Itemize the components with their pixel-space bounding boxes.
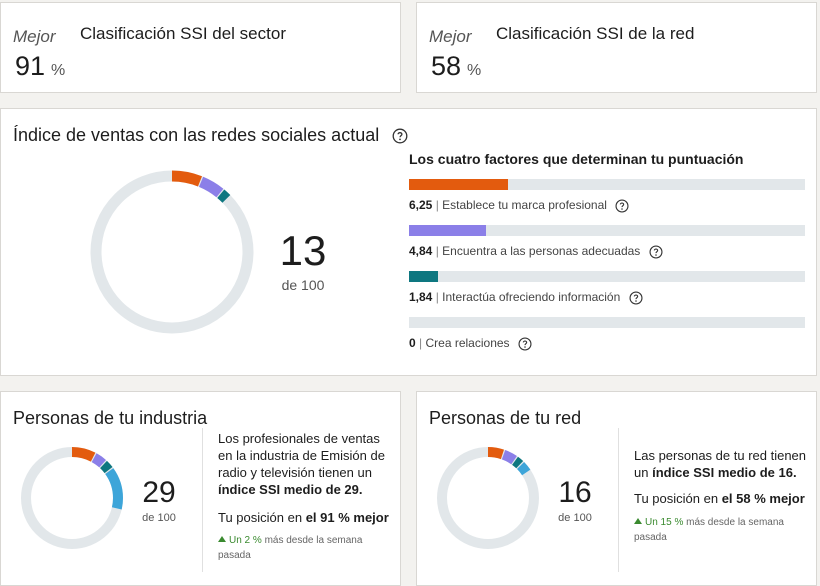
industry-title: Personas de tu industria xyxy=(13,408,208,428)
network-value-unit: % xyxy=(467,62,482,79)
factor-text-engage: Interactúa ofreciendo información xyxy=(442,290,621,304)
industry-score: 29 xyxy=(142,476,176,509)
factor-text-relations: Crea relaciones xyxy=(425,336,510,350)
factor-text-brand: Establece tu marca profesional xyxy=(442,198,607,212)
factor-bar-people xyxy=(409,225,805,236)
factor-value-brand: 6,25 xyxy=(409,198,433,212)
factor-label-brand: 6,25 | Establece tu marca profesional xyxy=(409,198,629,213)
industry-position-text: Tu posición en xyxy=(218,510,306,525)
ssi-main-ring xyxy=(90,170,254,334)
ssi-main-title: Índice de ventas con las redes sociales … xyxy=(13,125,408,146)
network-ssi-card: Mejor Clasificación SSI de la red 58% xyxy=(416,2,817,93)
sector-title: Clasificación SSI del sector xyxy=(80,24,286,43)
sector-ssi-card: Mejor Clasificación SSI del sector 91% xyxy=(0,2,401,93)
ring-segment-brand xyxy=(21,447,123,549)
factor-bar-people-fill xyxy=(409,225,486,236)
industry-score-of: de 100 xyxy=(142,512,176,524)
network-ring xyxy=(437,447,539,549)
ring-track xyxy=(437,447,539,549)
question-circle-icon[interactable] xyxy=(629,291,643,305)
question-circle-icon[interactable] xyxy=(649,245,663,259)
network-score-of: de 100 xyxy=(558,512,592,524)
network-description: Las personas de tu red tienen un índice … xyxy=(634,447,809,481)
industry-desc-text: Los profesionales de ventas en la indust… xyxy=(218,431,385,480)
ssi-main-score: 13 xyxy=(279,227,327,274)
network-card: Personas de tu red 16 de 100 Las persona… xyxy=(416,391,817,586)
question-circle-icon[interactable] xyxy=(615,199,629,213)
ssi-main-card: Índice de ventas con las redes sociales … xyxy=(0,108,817,376)
sector-value: 91% xyxy=(15,51,65,82)
network-value-number: 58 xyxy=(431,51,462,81)
network-position-text: Tu posición en xyxy=(634,491,722,506)
industry-trend-rest: más desde la semana pasada xyxy=(218,535,363,561)
industry-trend: Un 2 % más desde la semana pasada xyxy=(218,533,378,563)
ring-segment-relations xyxy=(21,447,123,549)
factor-label-engage: 1,84 | Interactúa ofreciendo información xyxy=(409,290,643,305)
industry-trend-up: Un 2 % xyxy=(229,535,262,546)
network-desc-bold: índice SSI medio de 16. xyxy=(652,465,797,480)
factor-bar-relations xyxy=(409,317,805,328)
network-trend: Un 15 % más desde la semana pasada xyxy=(634,515,794,545)
network-position-bold: el 58 % mejor xyxy=(721,491,805,506)
industry-position: Tu posición en el 91 % mejor xyxy=(218,509,398,526)
network-desc-text: Las personas de tu red tienen un xyxy=(634,448,807,480)
network-section-title: Personas de tu red xyxy=(429,408,582,428)
factor-value-relations: 0 xyxy=(409,336,416,350)
network-trend-rest: más desde la semana pasada xyxy=(634,517,784,543)
sector-value-unit: % xyxy=(51,62,66,79)
industry-position-bold: el 91 % mejor xyxy=(305,510,389,525)
industry-divider xyxy=(202,428,203,572)
industry-description: Los profesionales de ventas en la indust… xyxy=(218,430,388,498)
ssi-main-title-text: Índice de ventas con las redes sociales … xyxy=(13,125,380,145)
factor-label-relations: 0 | Crea relaciones xyxy=(409,336,532,351)
factor-label-people: 4,84 | Encuentra a las personas adecuada… xyxy=(409,244,663,259)
network-position: Tu posición en el 58 % mejor xyxy=(634,490,814,507)
sector-value-number: 91 xyxy=(15,51,46,81)
question-circle-icon[interactable] xyxy=(392,128,408,144)
industry-card: Personas de tu industria 29 de 100 Los p… xyxy=(0,391,401,586)
factors-title: Los cuatro factores que determinan tu pu… xyxy=(409,151,744,167)
question-circle-icon[interactable] xyxy=(518,337,532,351)
network-qualifier: Mejor xyxy=(429,27,472,46)
factor-bar-engage-fill xyxy=(409,271,439,282)
industry-ring xyxy=(21,447,123,549)
industry-desc-bold: índice SSI medio de 29. xyxy=(218,482,363,497)
network-title: Clasificación SSI de la red xyxy=(496,24,695,43)
network-divider xyxy=(618,428,619,572)
factor-value-engage: 1,84 xyxy=(409,290,433,304)
factor-text-people: Encuentra a las personas adecuadas xyxy=(442,244,641,258)
ssi-main-score-of: de 100 xyxy=(281,277,325,293)
factor-bar-brand xyxy=(409,179,805,190)
factor-bar-engage xyxy=(409,271,805,282)
trend-up-icon xyxy=(218,536,226,542)
sector-qualifier: Mejor xyxy=(13,27,56,46)
factor-value-people: 4,84 xyxy=(409,244,433,258)
factor-bar-brand-fill xyxy=(409,179,508,190)
ring-segment-brand xyxy=(90,170,254,334)
ring-segment-brand xyxy=(437,447,539,549)
network-trend-up: Un 15 % xyxy=(645,517,684,528)
trend-up-icon xyxy=(634,518,642,524)
network-score: 16 xyxy=(558,476,592,509)
network-value: 58% xyxy=(431,51,481,82)
